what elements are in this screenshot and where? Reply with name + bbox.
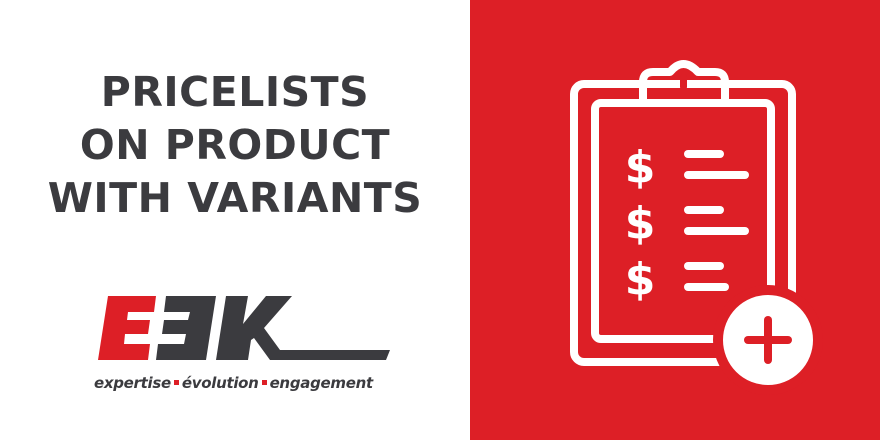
plus-icon <box>744 316 792 364</box>
clipboard-clip-hole <box>680 74 687 90</box>
tagline-word-evolution: évolution <box>181 374 259 392</box>
logo-letter-e-reversed <box>156 296 216 360</box>
dollar-symbol: $ <box>625 254 656 305</box>
tagline-separator-dot <box>261 380 267 385</box>
logo-letter-k <box>216 296 390 360</box>
headline-line-2: ON PRODUCT <box>79 121 391 169</box>
headline: PRICELISTS ON PRODUCT WITH VARIANTS <box>0 66 470 225</box>
dollar-symbol: $ <box>625 198 656 249</box>
logo-letter-e-red <box>98 296 156 360</box>
eek-wordmark-logo <box>98 296 390 360</box>
headline-line-3: WITH VARIANTS <box>47 174 423 222</box>
clipboard-clip <box>639 60 729 107</box>
dollar-symbol: $ <box>625 142 656 193</box>
clipboard-pricelist-add-icon: $ $ $ <box>570 60 823 395</box>
eek-logo: expertise évolution engagement <box>94 284 394 414</box>
logo-tagline: expertise évolution engagement <box>94 374 394 392</box>
headline-line-1: PRICELISTS <box>100 68 370 116</box>
tagline-word-engagement: engagement <box>269 374 374 392</box>
right-panel: $ $ $ <box>470 0 880 440</box>
tagline-word-expertise: expertise <box>94 374 171 392</box>
tagline-separator-dot <box>173 380 179 385</box>
left-panel: PRICELISTS ON PRODUCT WITH VARIANTS expe… <box>0 66 470 414</box>
